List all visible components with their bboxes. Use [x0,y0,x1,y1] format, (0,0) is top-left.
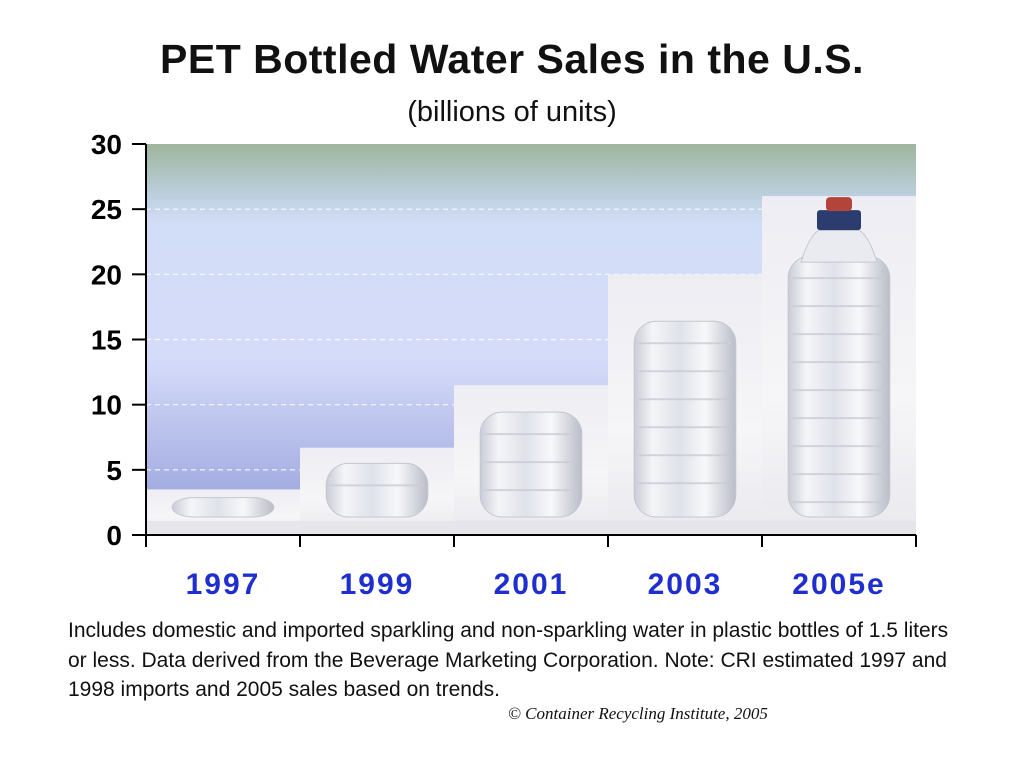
x-category-label: 2001 [494,568,569,601]
bar-base [608,521,762,535]
bottle-nipple [826,197,852,212]
bar-2001 [454,385,608,535]
y-tick-label: 5 [106,455,122,486]
chart-subtitle: (billions of units) [407,96,617,128]
bottle-body [787,255,891,518]
bar-2005e [762,196,916,535]
bar-base [300,521,454,535]
bar-base [762,521,916,535]
bottle-body [325,462,429,518]
y-tick-label: 15 [91,325,122,356]
y-tick-label: 10 [91,390,122,421]
copyright-credit: © Container Recycling Institute, 2005 [508,704,768,723]
x-category-label: 2003 [648,568,723,601]
bottle-body [479,411,583,518]
y-tick-label: 20 [91,259,122,290]
bottle-body [171,497,275,518]
y-tick-label: 25 [91,194,122,225]
bottle-shoulder [800,229,878,263]
x-category-label: 1997 [186,568,261,601]
bottle-body [633,320,737,518]
chart-title: PET Bottled Water Sales in the U.S. [160,36,864,82]
bar-1997 [146,489,300,535]
bar-base [454,521,608,535]
footnote: Includes domestic and imported sparkling… [68,619,949,701]
y-tick-label: 0 [106,520,122,551]
y-tick-label: 30 [91,129,122,160]
bar-1999 [300,447,454,535]
bar-chart: 0 5 10 15 20 25 30 1997 1999 2001 2003 2005e [91,129,917,601]
x-category-label: 1999 [340,568,415,601]
x-category-label: 2005e [792,568,885,601]
bar-base [146,521,300,535]
bottle-cap [817,210,861,231]
bar-2003 [608,274,762,535]
